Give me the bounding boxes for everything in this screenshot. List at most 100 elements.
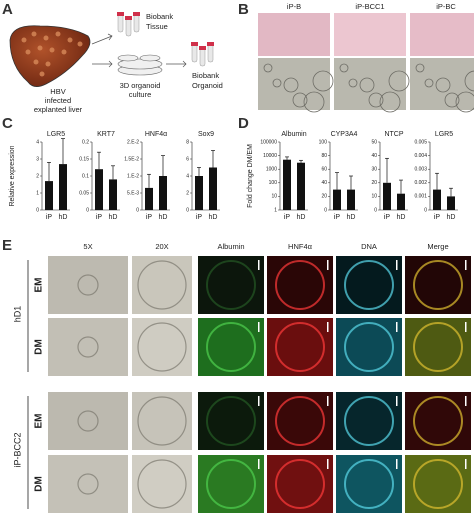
scale-bar (396, 322, 398, 332)
y-tick-label: 0 (186, 207, 189, 213)
organoid (424, 78, 434, 88)
organoid (206, 322, 256, 372)
x-tick-label: iP (146, 214, 153, 221)
fluorescence-image (336, 318, 402, 376)
brightfield-image (48, 392, 128, 450)
scale-bar (465, 260, 467, 270)
y-tick-label: 0.002 (414, 180, 427, 186)
organoid (137, 260, 187, 310)
bar (397, 193, 405, 210)
organoid (77, 274, 99, 296)
y-tick-label: 0.15 (79, 156, 89, 162)
organoid-image (258, 58, 330, 110)
y-tick-label: 3 (36, 156, 39, 162)
organoid (275, 322, 325, 372)
y-tick-label: 0 (424, 207, 427, 213)
y-tick-label: 100 (269, 180, 278, 186)
organoid (206, 260, 256, 310)
fluorescence-image (405, 256, 471, 314)
organoid (137, 459, 187, 509)
bar (145, 187, 153, 210)
brightfield-image (48, 256, 128, 314)
scale-bar (258, 396, 260, 406)
row-label: EM (34, 414, 45, 429)
organoid (275, 396, 325, 446)
panel-letter: E (2, 237, 12, 254)
x-tick-label: hD (59, 214, 68, 221)
bar (109, 179, 117, 210)
organoid (339, 63, 349, 73)
y-tick-label: 100000 (260, 139, 277, 145)
y-tick-label: 40 (371, 153, 377, 159)
scale-bar (327, 322, 329, 332)
organoid (344, 322, 394, 372)
column-label: DNA (361, 242, 377, 251)
fluorescence-image (267, 256, 333, 314)
y-tick-label: 10 (271, 194, 277, 200)
organoid (275, 459, 325, 509)
scale-bar (258, 260, 260, 270)
organoid (263, 63, 273, 73)
y-tick-label: 0 (324, 207, 327, 213)
y-tick-label: 0 (36, 207, 39, 213)
y-tick-label: 0.05 (79, 190, 89, 196)
label: 3D organoid (120, 81, 161, 90)
organoid (77, 336, 99, 358)
organoid-image (410, 58, 474, 110)
scale-bar (396, 260, 398, 270)
x-tick-label: iP (284, 214, 291, 221)
scale-bar (258, 322, 260, 332)
organoid (206, 396, 256, 446)
organoid (388, 70, 410, 92)
y-tick-label: 20 (321, 194, 327, 200)
x-tick-label: iP (196, 214, 203, 221)
y-tick-label: 0.004 (414, 153, 427, 159)
chart-title: Sox9 (198, 131, 214, 138)
fluorescence-image (198, 256, 264, 314)
scale-bar (396, 396, 398, 406)
fluorescence-image (267, 318, 333, 376)
organoid (77, 410, 99, 432)
y-tick-label: 0.005 (414, 139, 427, 145)
x-tick-label: hD (109, 214, 118, 221)
organoid (303, 91, 325, 113)
histology-image (334, 13, 406, 56)
panel-letter: D (238, 115, 249, 132)
fluorescence-image (405, 318, 471, 376)
x-tick-label: hD (159, 214, 168, 221)
organoid (444, 92, 460, 108)
y-tick-label: 1 (274, 207, 277, 213)
organoid (413, 459, 463, 509)
scale-bar (258, 459, 260, 469)
fluorescence-image (336, 256, 402, 314)
y-axis-label: Fold change DM/EM (247, 144, 254, 208)
brightfield-image (132, 392, 192, 450)
brightfield-image (132, 256, 192, 314)
organoid (275, 260, 325, 310)
group-label: hD1 (12, 306, 22, 323)
bar (447, 196, 455, 210)
scale-bar (327, 396, 329, 406)
y-axis-label: Relative expression (9, 145, 16, 206)
bar (433, 189, 441, 210)
bar (209, 167, 217, 210)
x-tick-label: hD (397, 214, 406, 221)
organoid-image (334, 58, 406, 110)
y-tick-label: 4 (36, 139, 39, 145)
label: explanted liver (34, 105, 83, 114)
fluorescence-image (405, 455, 471, 513)
y-tick-label: 0 (136, 207, 139, 213)
histology-image (410, 13, 474, 56)
organoid (344, 459, 394, 509)
y-tick-label: 8 (186, 139, 189, 145)
organoid (272, 78, 282, 88)
y-tick-label: 6 (186, 156, 189, 162)
row-label: DM (34, 339, 45, 355)
fluorescence-image (336, 455, 402, 513)
bar (333, 189, 341, 210)
organoid (312, 70, 334, 92)
x-tick-label: iP (334, 214, 341, 221)
organoid (379, 91, 401, 113)
x-tick-label: iP (46, 214, 53, 221)
